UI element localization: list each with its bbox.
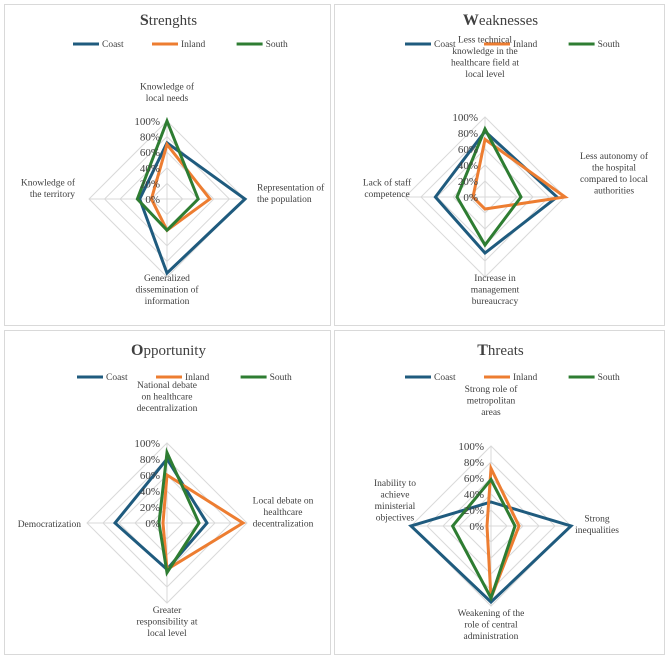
- radar-chart-threats: Threats Coast Inland South 100% 80% 60% 40% 20% 0…: [374, 342, 620, 642]
- tick-label: 20%: [140, 178, 160, 190]
- axis-label: Generalized dissemination of information: [135, 274, 199, 307]
- series-south: [450, 476, 517, 602]
- legend-label-inland: Inland: [185, 373, 210, 383]
- legend-label-south: South: [266, 40, 288, 50]
- axis-label: Weakening of the role of central administr…: [458, 608, 525, 642]
- axis-label: Less technical knowledge in the healthcare…: [451, 36, 519, 81]
- axis-label: National debate on healthcare decentraliza…: [137, 381, 198, 414]
- tick-label: 40%: [140, 486, 160, 498]
- tick-label: 100%: [452, 112, 478, 124]
- legend-label-south: South: [598, 373, 620, 383]
- legend-label-coast: Coast: [106, 373, 128, 383]
- axis-label: Representation of the population: [257, 182, 325, 205]
- chart-title: Threats: [477, 342, 524, 359]
- tick-label: 60%: [464, 473, 484, 485]
- tick-label: 80%: [140, 454, 160, 466]
- tick-label: 100%: [134, 116, 160, 128]
- legend-label-inland: Inland: [181, 40, 206, 50]
- radar-chart-opportunity: Opportunity Coast Inland South 100% 80% 60% 40%…: [18, 342, 314, 639]
- legend: Coast Inland South: [73, 40, 288, 50]
- axis-label: Less autonomy of the hospital compared to …: [580, 151, 649, 197]
- legend: Coast Inland South: [405, 40, 620, 50]
- legend-label-coast: Coast: [434, 373, 456, 383]
- tick-label: 0%: [145, 518, 160, 530]
- legend-label-inland: Inland: [513, 373, 538, 383]
- tick-label: 100%: [134, 438, 160, 450]
- radar-chart-weaknesses: Weaknesses Coast Inland South 100% 80% 60% 40% 2…: [363, 12, 649, 307]
- tick-label: 60%: [140, 470, 160, 482]
- tick-label: 100%: [458, 441, 484, 453]
- legend-label-south: South: [598, 40, 620, 50]
- legend-label-coast: Coast: [434, 40, 456, 50]
- chart-title: Opportunity: [131, 342, 206, 359]
- tick-label: 0%: [145, 194, 160, 206]
- tick-label: 0%: [463, 192, 478, 204]
- axis-label: Strong inequalities: [575, 514, 619, 536]
- series-south: [135, 116, 200, 233]
- tick-label: 60%: [140, 147, 160, 159]
- tick-label: 40%: [458, 160, 478, 172]
- tick-label: 80%: [464, 457, 484, 469]
- legend: Coast Inland South: [405, 373, 620, 383]
- series-south: [157, 447, 201, 577]
- tick-label: 20%: [464, 505, 484, 517]
- panel-threats: Threats Coast Inland South 100% 80% 60% 40% 20% 0…: [334, 330, 665, 655]
- tick-label: 20%: [140, 502, 160, 514]
- axis-label: Knowledge of the territory: [21, 177, 76, 200]
- tick-label: 40%: [140, 163, 160, 175]
- series-coast: [408, 500, 574, 605]
- axis-label: Greater responsibility at local level: [137, 606, 198, 639]
- tick-label: 60%: [458, 144, 478, 156]
- series-south: [455, 125, 523, 248]
- axis-label: Strong role of metropolitan areas: [465, 384, 519, 418]
- series-coast: [138, 140, 248, 276]
- legend-label-inland: Inland: [513, 40, 538, 50]
- tick-label: 20%: [458, 176, 478, 188]
- legend-label-coast: Coast: [102, 40, 124, 50]
- axis-label: Local debate on healthcare decentralizatio…: [253, 497, 314, 530]
- tick-label: 80%: [458, 128, 478, 140]
- legend-label-south: South: [270, 373, 292, 383]
- tick-label: 80%: [140, 132, 160, 144]
- axis-label: Lack of staff competence: [363, 177, 412, 200]
- series-inland: [161, 472, 246, 572]
- tick-label: 40%: [464, 489, 484, 501]
- axis-label: Democratization: [18, 520, 82, 530]
- panel-weaknesses: Weaknesses Coast Inland South 100% 80% 60% 40% 2…: [334, 4, 665, 326]
- panel-strengths: Strenghts Coast Inland South 100% 80% 60% 40% 20…: [4, 4, 331, 326]
- panel-opportunity: Opportunity Coast Inland South 100% 80% 60% 40%…: [4, 330, 331, 655]
- chart-title: Strenghts: [140, 12, 197, 29]
- axis-label: Inability to achieve ministerial objectives: [374, 479, 416, 524]
- tick-label: 0%: [469, 521, 484, 533]
- axis-label: Increase in management bureaucracy: [471, 274, 520, 307]
- chart-title: Weaknesses: [463, 12, 538, 29]
- series-inland: [471, 136, 569, 211]
- radar-chart-strengths: Strenghts Coast Inland South 100% 80% 60% 40% 20…: [21, 12, 325, 307]
- axis-label: Knowledge of local needs: [140, 82, 195, 105]
- legend: Coast Inland South: [77, 373, 292, 383]
- radar-grid: [86, 442, 248, 604]
